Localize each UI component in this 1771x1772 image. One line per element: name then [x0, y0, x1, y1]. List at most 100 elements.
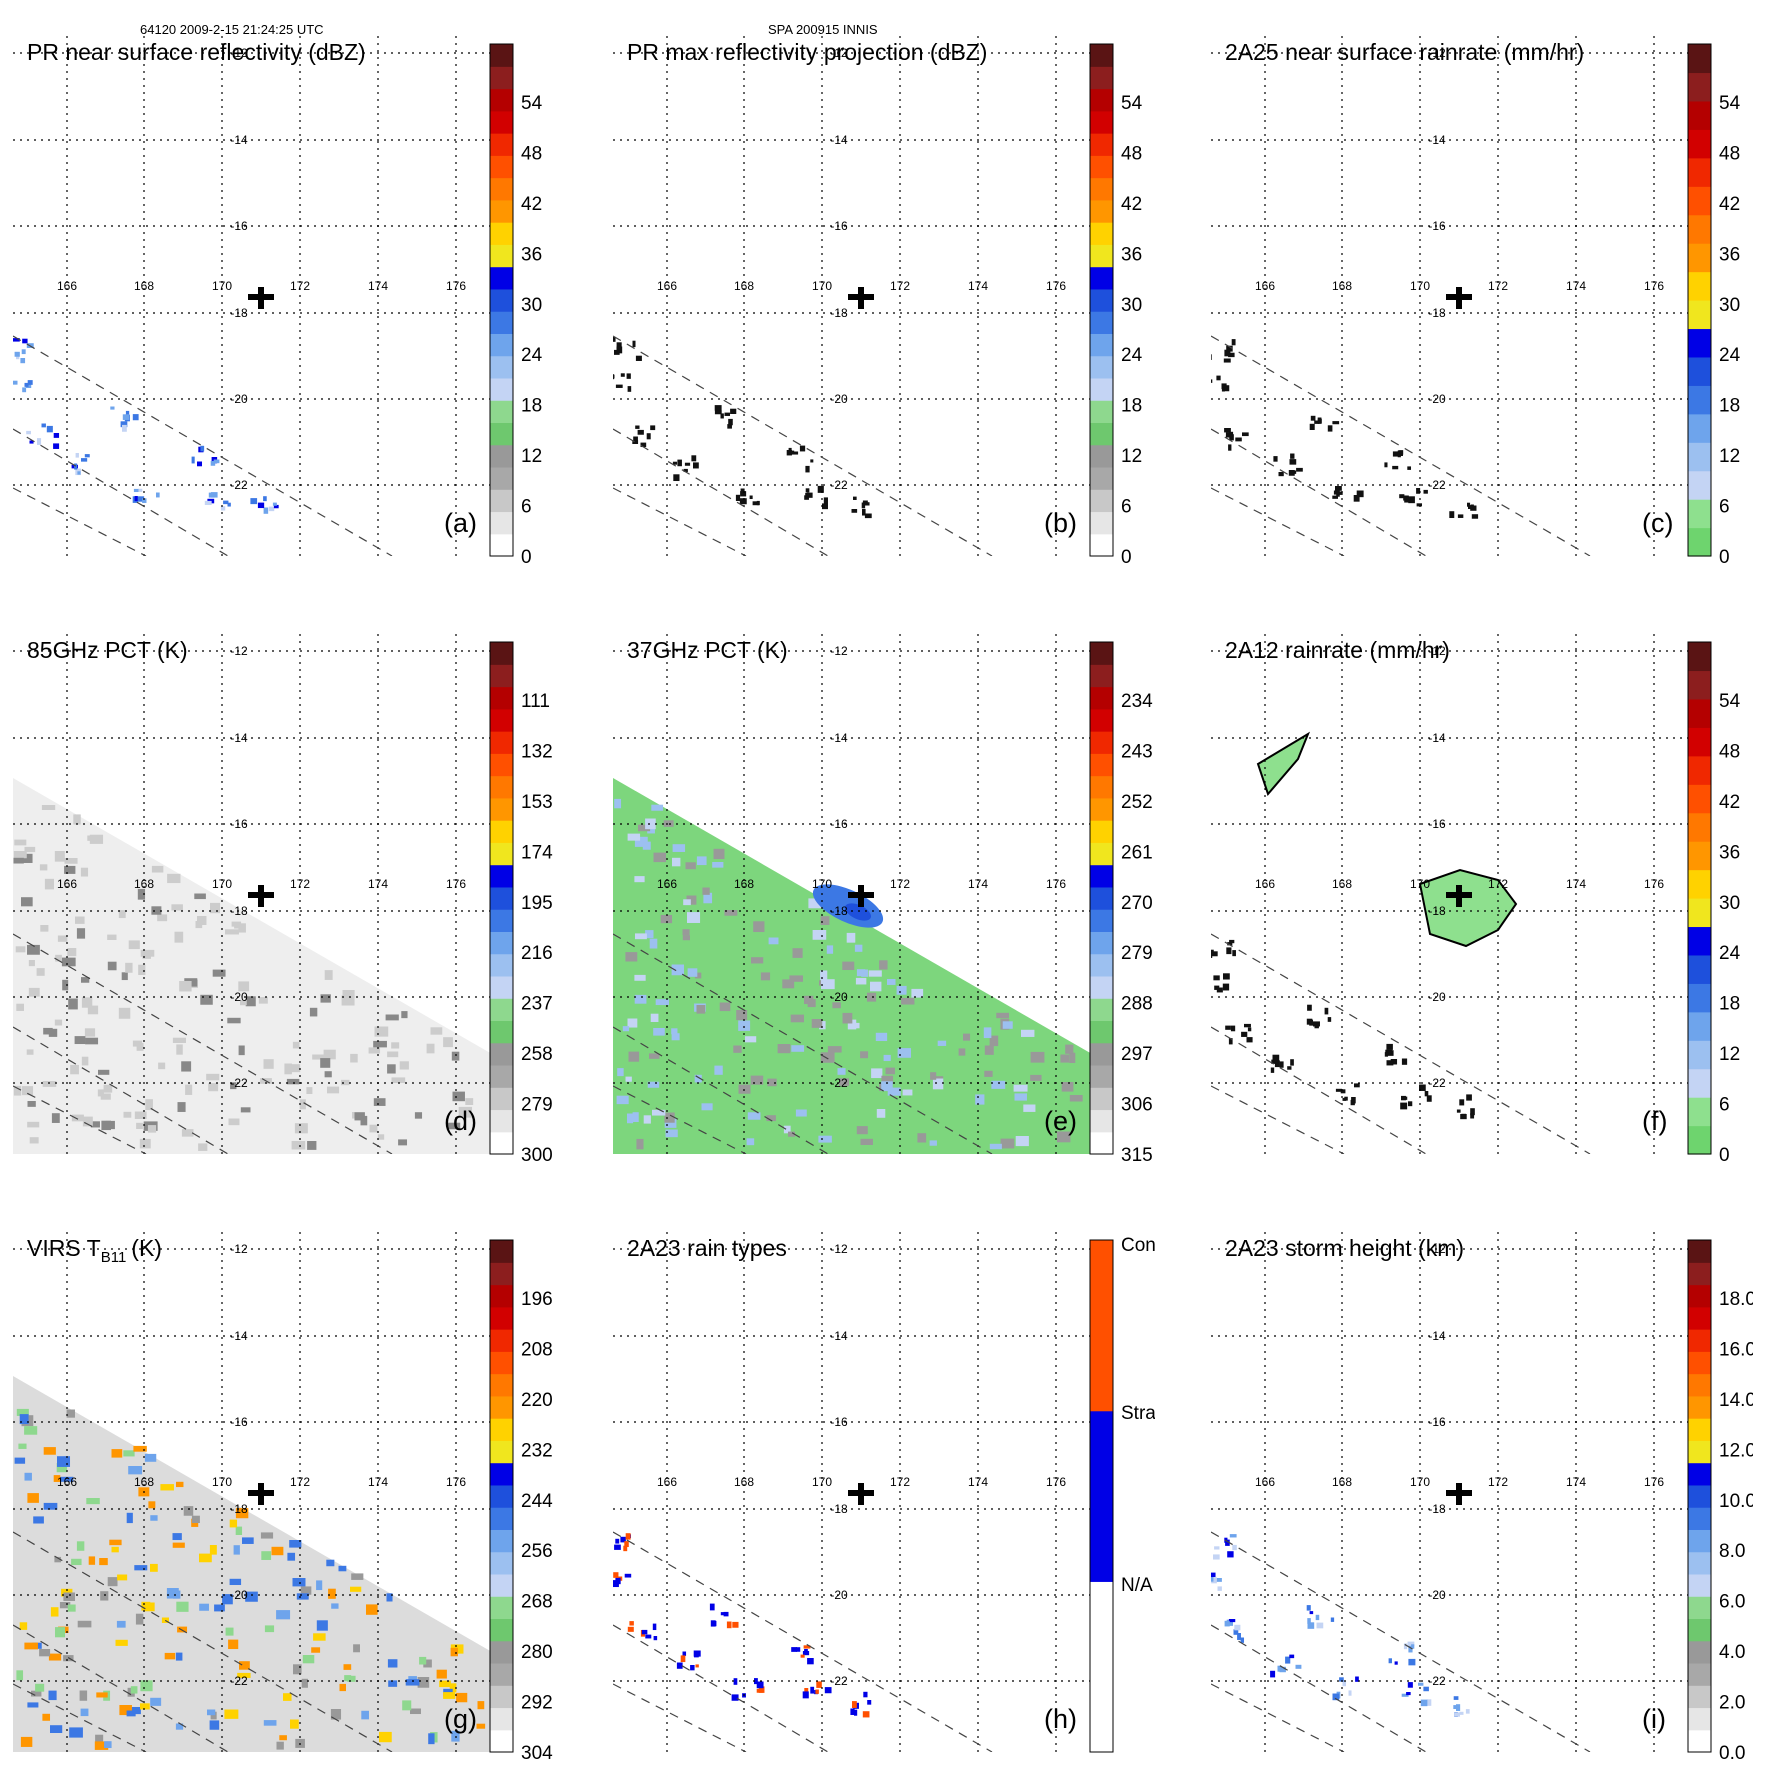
rain-pixel — [684, 462, 691, 466]
rain-pixel — [84, 454, 90, 458]
rain-pixel — [1224, 1620, 1230, 1627]
colorbar-segment — [490, 864, 513, 888]
rain-pixel — [864, 502, 870, 506]
swath-pixel — [350, 1053, 358, 1063]
colorbar-segment — [490, 753, 513, 777]
swath-pixel — [123, 1450, 135, 1457]
swath-pixel — [176, 1044, 183, 1055]
rain-pixel — [1333, 490, 1340, 495]
swath-pixel — [151, 906, 162, 915]
swath-pixel — [175, 1723, 184, 1730]
colorbar-segment — [490, 1262, 513, 1286]
swath-pixel — [832, 1002, 841, 1009]
swath-pixel — [930, 1072, 937, 1080]
swath-pixel — [71, 1558, 82, 1566]
lat-label: -18 — [1428, 1502, 1446, 1516]
swath-pixel — [118, 1007, 131, 1019]
rain-pixel — [125, 410, 130, 418]
rain-pixel — [690, 1665, 695, 1671]
swath-edge-line — [13, 1683, 147, 1752]
rain-pixel — [807, 1658, 814, 1665]
rain-pixel — [637, 429, 644, 435]
lon-label: 176 — [1046, 279, 1066, 293]
lon-label: 170 — [1410, 1475, 1430, 1489]
colorbar-segment — [1090, 1109, 1113, 1133]
colorbar-segment — [490, 1240, 513, 1263]
rain-pixel — [1327, 425, 1333, 432]
lon-label: 174 — [1566, 1475, 1586, 1489]
rain-pixel — [740, 488, 745, 493]
swath-edge-line — [1211, 1683, 1345, 1752]
colorbar-tick-label: 18.0 — [1719, 1289, 1753, 1310]
swath-pixel — [150, 1697, 162, 1706]
swath-pixel — [55, 1627, 66, 1638]
lon-label: 168 — [734, 877, 754, 891]
colorbar-segment — [1090, 266, 1113, 290]
rain-pixel — [1247, 1027, 1252, 1032]
colorbar-tick-label: 279 — [1121, 943, 1153, 964]
rain-pixel — [851, 509, 858, 513]
swath-pixel — [855, 977, 867, 985]
lat-label: -16 — [830, 817, 848, 831]
colorbar-segment — [1688, 983, 1711, 1013]
rain-pixel — [1235, 437, 1242, 442]
swath-pixel — [74, 1036, 86, 1045]
swath-pixel — [81, 1056, 89, 1066]
colorbar-segment — [1688, 1662, 1711, 1686]
swath-pixel — [687, 968, 698, 977]
panel-title: VIRS TB11 (K) — [27, 1235, 162, 1266]
colorbar-segment — [1090, 377, 1113, 401]
rain-pixel — [1224, 349, 1231, 357]
swath-pixel — [150, 1515, 158, 1521]
swath-edge-line — [613, 428, 829, 556]
swath-pixel — [271, 1546, 284, 1556]
rain-pixel — [1392, 465, 1399, 470]
colorbar-segment — [1688, 1068, 1711, 1098]
colorbar-segment — [1090, 686, 1113, 710]
rain-pixel — [1459, 1711, 1464, 1715]
rain-pixel — [802, 1651, 810, 1656]
swath-edge-line — [613, 487, 747, 556]
rain-pixel — [613, 337, 616, 342]
colorbar-segment — [1090, 953, 1113, 977]
swath-edge-line — [1211, 1531, 1591, 1752]
swath-pixel — [141, 1601, 151, 1611]
colorbar-frame — [489, 641, 514, 1155]
colorbar-segment — [1090, 1064, 1113, 1088]
lat-label: -16 — [830, 219, 848, 233]
rain-pixel — [120, 421, 128, 428]
rain-pixel — [257, 502, 265, 509]
colorbar-tick-label: 36 — [521, 244, 542, 265]
colorbar-tick-label: 111 — [521, 691, 550, 712]
colorbar-segment — [490, 1020, 513, 1044]
rain-pixel — [200, 445, 205, 452]
rain-pixel — [1309, 1611, 1314, 1615]
rain-pixel — [1211, 354, 1212, 360]
rain-pixel — [633, 436, 638, 442]
lon-label: 170 — [212, 877, 232, 891]
swath-pixel — [302, 1655, 315, 1664]
lon-label: 172 — [1488, 877, 1508, 891]
rain-pixel — [1211, 1572, 1216, 1578]
swath-pixel — [839, 1078, 850, 1086]
swath-pixel — [439, 1680, 451, 1688]
rain-pixel — [735, 494, 741, 501]
rain-pixel — [1470, 1108, 1475, 1116]
swath-pixel — [868, 970, 882, 977]
rain-pixel — [272, 502, 277, 506]
rain-pixel — [1466, 1094, 1472, 1101]
panel-label: (g) — [444, 1704, 477, 1734]
colorbar-segment — [1090, 664, 1113, 688]
rain-pixel — [1453, 1696, 1459, 1700]
swath-pixel — [100, 1093, 111, 1100]
colorbar-segment — [490, 1064, 513, 1088]
lat-label: -18 — [230, 306, 248, 320]
colorbar-tick-label: 300 — [521, 1145, 553, 1166]
colorbar-tick-label: 0.0 — [1719, 1743, 1745, 1764]
lat-label: -14 — [230, 133, 248, 147]
swath-pixel — [477, 1701, 485, 1710]
swath-pixel — [713, 848, 725, 860]
swath-pixel — [59, 1602, 71, 1609]
swath-pixel — [43, 1502, 58, 1510]
colorbar-segment — [490, 820, 513, 843]
